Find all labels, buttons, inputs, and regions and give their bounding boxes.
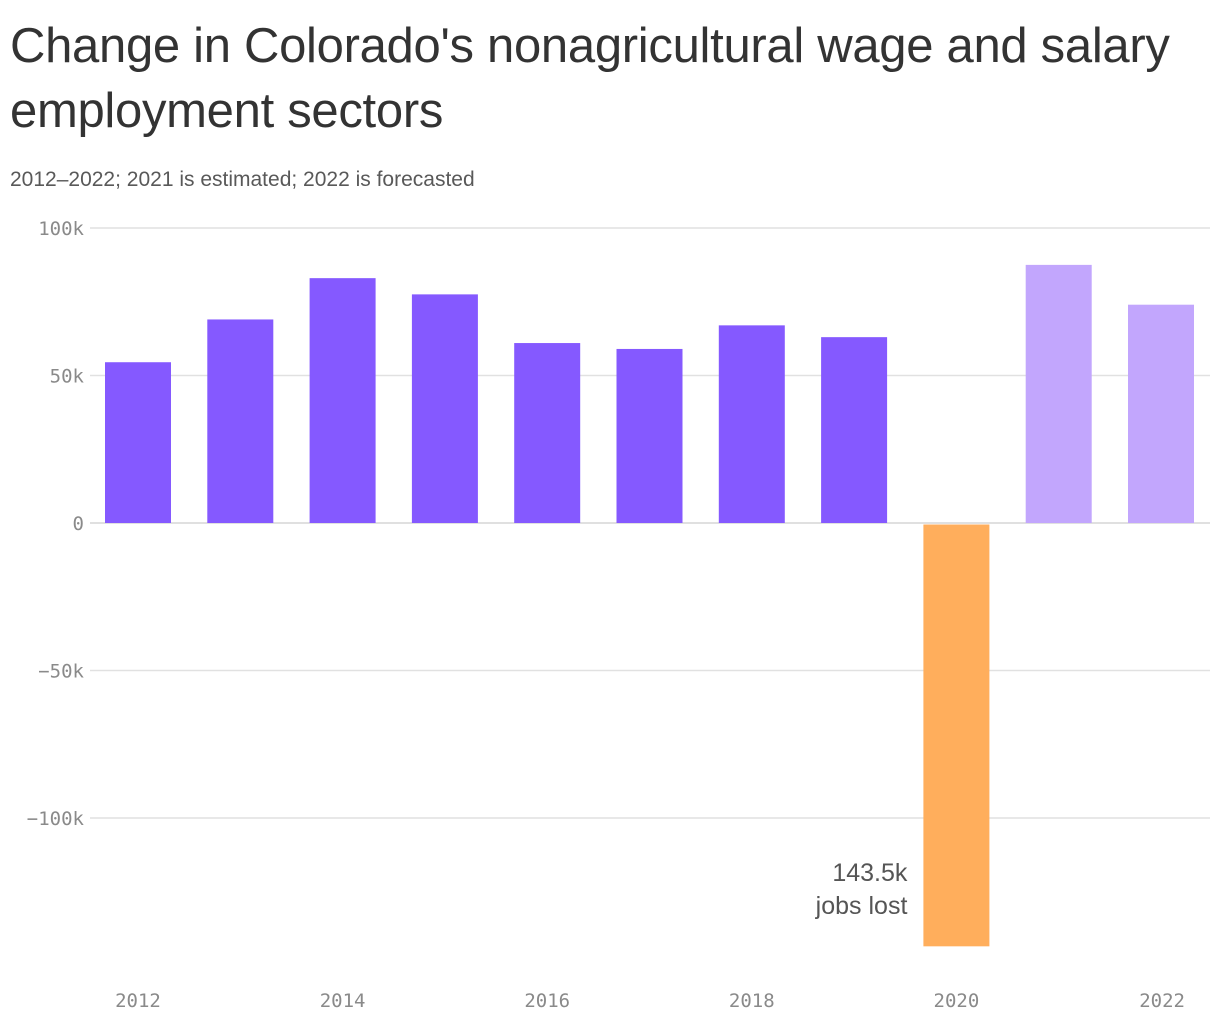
- bar-2015: [411, 294, 478, 523]
- y-tick-label: 0: [73, 513, 84, 535]
- bar-2014: [309, 278, 376, 523]
- bar-2012: [105, 362, 171, 523]
- bars: [105, 264, 1194, 947]
- bar-2022: [1128, 304, 1194, 523]
- x-axis-tick-labels: 2012 2014 2016 2018 2020 2022: [115, 990, 1185, 1012]
- annotation-line-1: 143.5k: [832, 859, 908, 887]
- y-axis-tick-labels: 100k 50k 0 −50k −100k: [27, 218, 85, 830]
- bar-2013: [207, 319, 274, 523]
- y-tick-label: 50k: [50, 366, 85, 388]
- x-tick-label: 2016: [524, 990, 570, 1012]
- bar-2016: [514, 343, 581, 523]
- chart-subtitle: 2012–2022; 2021 is estimated; 2022 is fo…: [10, 168, 475, 191]
- bar-2019: [821, 337, 888, 523]
- annotation-line-2: jobs lost: [815, 892, 908, 920]
- x-tick-label: 2020: [934, 990, 980, 1012]
- y-tick-label: 100k: [38, 218, 84, 240]
- bar-2017: [616, 348, 683, 523]
- x-tick-label: 2018: [729, 990, 775, 1012]
- x-tick-label: 2014: [320, 990, 366, 1012]
- bar-2021: [1025, 264, 1092, 523]
- bar-2020: [923, 524, 990, 947]
- chart-title: Change in Colorado's nonagricultural wag…: [10, 19, 1170, 138]
- y-tick-label: −100k: [27, 808, 85, 830]
- annotation: 143.5k jobs lost: [815, 859, 908, 920]
- bar-2018: [718, 325, 785, 523]
- x-tick-label: 2012: [115, 990, 161, 1012]
- x-tick-label: 2022: [1139, 990, 1185, 1012]
- y-tick-label: −50k: [38, 661, 84, 683]
